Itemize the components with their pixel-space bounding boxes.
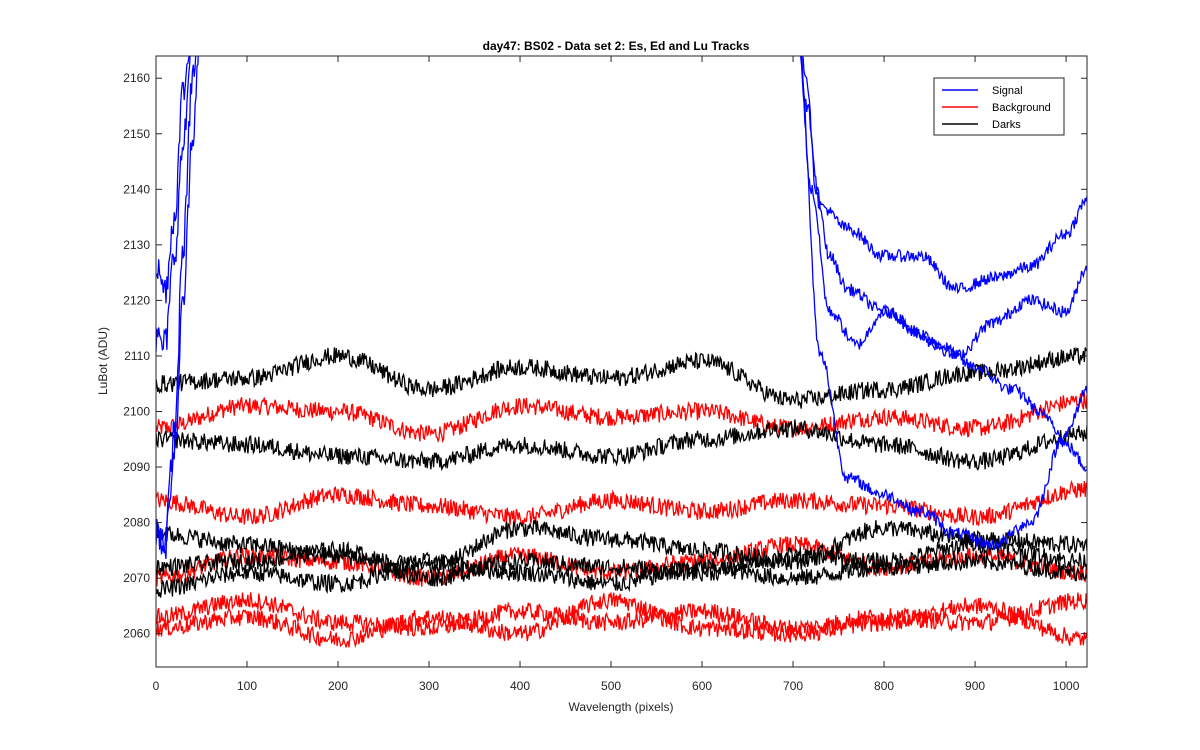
darks-track-1 [156, 419, 1087, 472]
x-tick-label: 0 [153, 679, 160, 693]
y-axis: 2060 2070 2080 2090 2100 2110 2120 2130 2140 2150… [123, 71, 1087, 641]
y-tick-label: 2090 [123, 460, 150, 474]
plot-frame [155, 55, 1088, 668]
series-layer [156, 56, 1087, 649]
x-tick-label: 600 [692, 679, 712, 693]
y-tick-label: 2110 [124, 349, 150, 363]
x-tick-label: 700 [783, 679, 803, 693]
x-tick-label: 900 [965, 679, 985, 693]
y-tick-label: 2130 [123, 238, 150, 252]
x-tick-label: 100 [237, 679, 257, 693]
darks-track-4 [156, 551, 1087, 598]
chart-title: day47: BS02 - Data set 2: Es, Ed and Lu … [483, 39, 750, 53]
y-tick-label: 2060 [123, 627, 150, 641]
y-tick-label: 2120 [123, 293, 150, 307]
darks-track-0 [156, 346, 1087, 409]
background-track-0 [156, 392, 1087, 444]
x-tick-label: 1000 [1053, 679, 1080, 693]
darks-track-3 [156, 533, 1087, 587]
signal-track-1 [156, 56, 1087, 304]
legend-entry-signal: Signal [992, 85, 1023, 97]
x-tick-label: 200 [328, 679, 348, 693]
y-axis-label: LuBot (ADU) [96, 327, 110, 395]
legend-entry-darks: Darks [992, 119, 1021, 131]
x-tick-label: 400 [510, 679, 530, 693]
background-track-3 [156, 592, 1087, 637]
y-tick-label: 2100 [123, 404, 150, 418]
y-tick-label: 2080 [123, 516, 150, 530]
x-axis-label: Wavelength (pixels) [569, 700, 674, 714]
plot-area [156, 56, 1087, 667]
x-tick-label: 500 [601, 679, 621, 693]
legend: Signal Background Darks [933, 77, 1065, 136]
signal-track-3 [156, 56, 1087, 559]
background-track-4 [156, 592, 1087, 649]
x-tick-label: 300 [419, 679, 439, 693]
y-tick-label: 2070 [123, 571, 150, 585]
legend-entry-background: Background [992, 102, 1051, 114]
y-tick-label: 2150 [123, 127, 150, 141]
x-tick-label: 800 [874, 679, 894, 693]
background-track-1 [156, 479, 1087, 527]
signal-track-0 [156, 56, 1087, 473]
x-axis: 0 100 200 300 400 500 600 700 800 900 1000 [153, 56, 1080, 693]
y-tick-label: 2160 [123, 71, 150, 85]
y-tick-label: 2140 [123, 182, 150, 196]
